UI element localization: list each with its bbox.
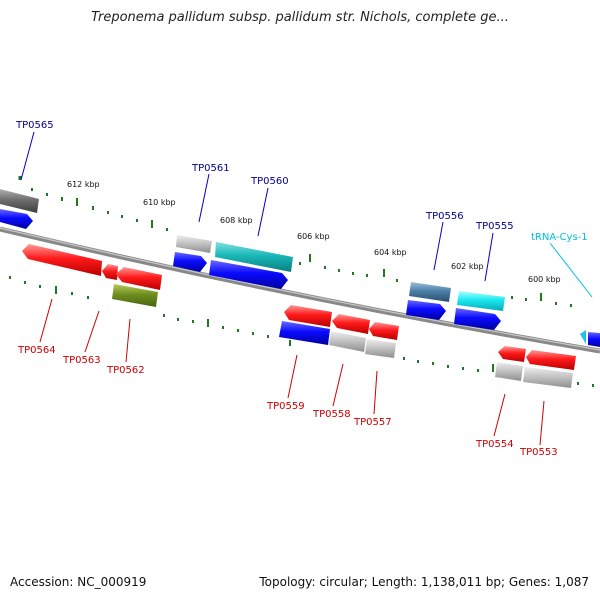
gene-label-tp0564[interactable]: TP0564 xyxy=(17,345,56,356)
accession-text: Accession: NC_000919 xyxy=(10,575,147,589)
leader-lines xyxy=(20,131,593,446)
gene-tp0563b-arrow[interactable] xyxy=(116,267,162,290)
gene-tp0560b-arrow[interactable] xyxy=(209,260,288,289)
genome-summary-text: Topology: circular; Length: 1,138,011 bp… xyxy=(259,575,589,589)
gene-tp0559-arrow[interactable] xyxy=(284,305,332,327)
gene-right-edge-arrow[interactable] xyxy=(588,332,600,347)
gene-tp0558b-arrow[interactable] xyxy=(329,331,366,352)
gene-label-tp0563[interactable]: TP0563 xyxy=(62,355,101,366)
genome-backbone-highlight xyxy=(0,227,600,351)
tick-label-604: 604 kbp xyxy=(374,248,407,257)
gene-tp0556b-arrow[interactable] xyxy=(406,300,446,320)
gene-label-tp0553[interactable]: TP0553 xyxy=(519,447,558,458)
gene-label-tp0558[interactable]: TP0558 xyxy=(312,409,351,420)
gene-tp0564-arrow[interactable] xyxy=(22,244,102,276)
gene-label-tp0554[interactable]: TP0554 xyxy=(475,439,514,450)
gene-tp0556-arrow[interactable] xyxy=(409,282,451,302)
tick-label-606: 606 kbp xyxy=(297,232,330,241)
tick-label-600: 600 kbp xyxy=(528,275,561,284)
gene-tp0555-arrow[interactable] xyxy=(457,291,505,311)
map-title: Treponema pallidum subsp. pallidum str. … xyxy=(91,10,509,25)
tick-label-612: 612 kbp xyxy=(67,180,100,189)
forward-genes xyxy=(0,189,600,347)
gene-tp0555b-arrow[interactable] xyxy=(454,308,501,330)
gene-label-tp0560[interactable]: TP0560 xyxy=(250,176,289,187)
gene-label-tp0561[interactable]: TP0561 xyxy=(191,163,230,174)
tick-label-610: 610 kbp xyxy=(143,198,176,207)
gene-label-tp0557[interactable]: TP0557 xyxy=(353,417,392,428)
reverse-genes xyxy=(22,244,576,388)
gene-label-tp0555[interactable]: TP0555 xyxy=(475,221,514,232)
gene-tp0554b-arrow[interactable] xyxy=(495,362,523,381)
gene-tp0562-arrow[interactable] xyxy=(112,284,158,307)
gene-tp0557b-arrow[interactable] xyxy=(365,339,396,358)
gene-label-tp0565[interactable]: TP0565 xyxy=(15,120,54,131)
gene-tp0561-arrow[interactable] xyxy=(176,235,212,253)
scale-outer xyxy=(18,176,572,307)
gene-tp0558-arrow[interactable] xyxy=(332,314,370,334)
gene-tp0565b-arrow[interactable] xyxy=(0,209,33,229)
gene-tp0565-arrow[interactable] xyxy=(0,189,39,213)
tick-label-602: 602 kbp xyxy=(451,262,484,271)
scale-inner xyxy=(9,276,594,387)
gene-label-trna-cys-1[interactable]: tRNA-Cys-1 xyxy=(531,232,588,243)
gene-tp0553b-arrow[interactable] xyxy=(523,367,573,388)
gene-label-tp0559[interactable]: TP0559 xyxy=(266,401,305,412)
gene-tp0557-arrow[interactable] xyxy=(369,322,399,340)
gene-tp0563-arrow[interactable] xyxy=(102,264,118,280)
gene-trna-cys-1-arrow[interactable] xyxy=(580,330,586,344)
gene-tp0559b-arrow[interactable] xyxy=(279,321,330,345)
gene-tp0560-arrow[interactable] xyxy=(215,242,293,272)
gene-label-tp0556[interactable]: TP0556 xyxy=(425,211,464,222)
gene-tp0554-arrow[interactable] xyxy=(498,346,526,362)
tick-label-608: 608 kbp xyxy=(220,216,253,225)
gene-tp0553-arrow[interactable] xyxy=(526,350,576,370)
gene-label-tp0562[interactable]: TP0562 xyxy=(106,365,145,376)
gene-tp0561b-arrow[interactable] xyxy=(173,252,207,272)
genome-backbone xyxy=(0,226,600,354)
